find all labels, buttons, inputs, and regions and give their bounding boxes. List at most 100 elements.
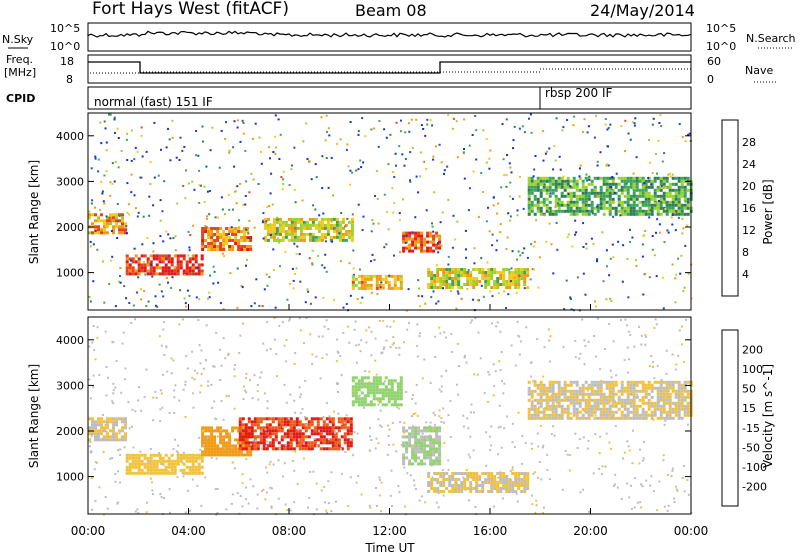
heatmap-cell xyxy=(242,132,245,135)
heatmap-cell xyxy=(525,326,528,329)
heatmap-cell xyxy=(287,226,291,230)
heatmap-cell xyxy=(291,459,294,462)
heatmap-cell xyxy=(650,209,654,213)
x-tick-label: 08:00 xyxy=(272,524,307,538)
heatmap-cell xyxy=(220,364,223,367)
heatmap-cell xyxy=(238,438,242,442)
heatmap-cell xyxy=(384,277,388,281)
heatmap-cell xyxy=(159,389,162,392)
heatmap-cell xyxy=(474,486,477,489)
heatmap-cell xyxy=(130,191,133,194)
heatmap-cell xyxy=(527,206,531,210)
heatmap-cell xyxy=(523,271,527,274)
heatmap-cell xyxy=(322,296,325,299)
heatmap-cell xyxy=(596,407,600,411)
heatmap-cell xyxy=(272,223,276,227)
heatmap-cell xyxy=(223,447,226,450)
heatmap-cell xyxy=(575,209,579,213)
heatmap-cell xyxy=(286,432,290,436)
heatmap-cell xyxy=(632,179,636,183)
heatmap-cell xyxy=(401,435,404,438)
heatmap-cell xyxy=(518,353,521,356)
heatmap-cell xyxy=(584,416,588,420)
heatmap-cell xyxy=(671,209,675,213)
heatmap-cell xyxy=(656,407,660,411)
heatmap-cell xyxy=(397,485,400,488)
heatmap-cell xyxy=(390,274,394,278)
heatmap-cell xyxy=(590,203,594,207)
heatmap-cell xyxy=(169,159,172,162)
heatmap-cell xyxy=(307,290,310,293)
heatmap-cell xyxy=(671,176,675,180)
heatmap-cell xyxy=(409,474,412,477)
heatmap-cell xyxy=(484,472,488,475)
heatmap-cell xyxy=(254,122,257,125)
heatmap-cell xyxy=(360,493,363,496)
heatmap-cell xyxy=(566,413,570,417)
heatmap-cell xyxy=(246,227,250,230)
heatmap-cell xyxy=(168,488,171,491)
heatmap-cell xyxy=(112,225,115,229)
heatmap-cell xyxy=(539,383,543,387)
heatmap-cell xyxy=(417,447,421,451)
heatmap-cell xyxy=(432,438,436,442)
heatmap-cell xyxy=(674,413,678,417)
heatmap-cell xyxy=(238,429,242,433)
heatmap-cell xyxy=(100,231,103,235)
heatmap-cell xyxy=(384,391,388,395)
heatmap-cell xyxy=(210,230,214,233)
heatmap-cell xyxy=(527,410,531,414)
y-tick-label: 1000 xyxy=(56,267,84,280)
heatmap-cell xyxy=(523,283,527,286)
heatmap-cell xyxy=(293,399,296,402)
heatmap-cell xyxy=(210,456,213,459)
heatmap-cell xyxy=(307,423,311,427)
heatmap-cell xyxy=(551,392,555,396)
heatmap-cell xyxy=(432,237,436,241)
heatmap-cell xyxy=(159,420,162,423)
heatmap-cell xyxy=(429,441,433,445)
heatmap-cell xyxy=(656,380,660,384)
heatmap-cell xyxy=(572,392,576,396)
heatmap-cell xyxy=(185,453,189,457)
heatmap-cell xyxy=(107,376,109,379)
heatmap-cell xyxy=(376,293,379,296)
heatmap-cell xyxy=(216,245,220,248)
heatmap-cell xyxy=(153,176,156,179)
heatmap-cell xyxy=(659,114,662,117)
heatmap-cell xyxy=(438,447,442,451)
heatmap-cell xyxy=(539,401,543,405)
heatmap-cell xyxy=(677,394,680,396)
heatmap-cell xyxy=(172,237,175,240)
heatmap-cell xyxy=(682,361,685,363)
heatmap-cell xyxy=(641,380,645,384)
heatmap-cell xyxy=(602,410,606,414)
heatmap-cell xyxy=(605,410,609,414)
heatmap-cell xyxy=(674,182,678,186)
heatmap-cell xyxy=(632,392,636,396)
heatmap-cell xyxy=(354,382,358,386)
heatmap-cell xyxy=(362,161,365,164)
heatmap-cell xyxy=(686,406,689,409)
heatmap-cell xyxy=(266,223,270,227)
heatmap-cell xyxy=(387,286,391,290)
heatmap-cell xyxy=(341,220,345,224)
heatmap-cell xyxy=(152,396,155,399)
heatmap-cell xyxy=(228,248,232,251)
heatmap-cell xyxy=(551,182,555,186)
heatmap-cell xyxy=(623,407,627,411)
heatmap-cell xyxy=(327,127,330,130)
heatmap-cell xyxy=(478,268,482,271)
heatmap-cell xyxy=(523,481,527,484)
heatmap-cell xyxy=(563,185,567,189)
heatmap-cell xyxy=(417,231,421,235)
heatmap-cell xyxy=(499,274,503,277)
heatmap-cell xyxy=(674,389,678,393)
y-tick-label: 2000 xyxy=(56,221,84,234)
heatmap-cell xyxy=(581,197,585,201)
heatmap-cell xyxy=(439,484,443,487)
heatmap-cell xyxy=(617,209,621,213)
heatmap-cell xyxy=(511,487,515,490)
heatmap-cell xyxy=(253,447,257,451)
heatmap-cell xyxy=(88,378,91,381)
